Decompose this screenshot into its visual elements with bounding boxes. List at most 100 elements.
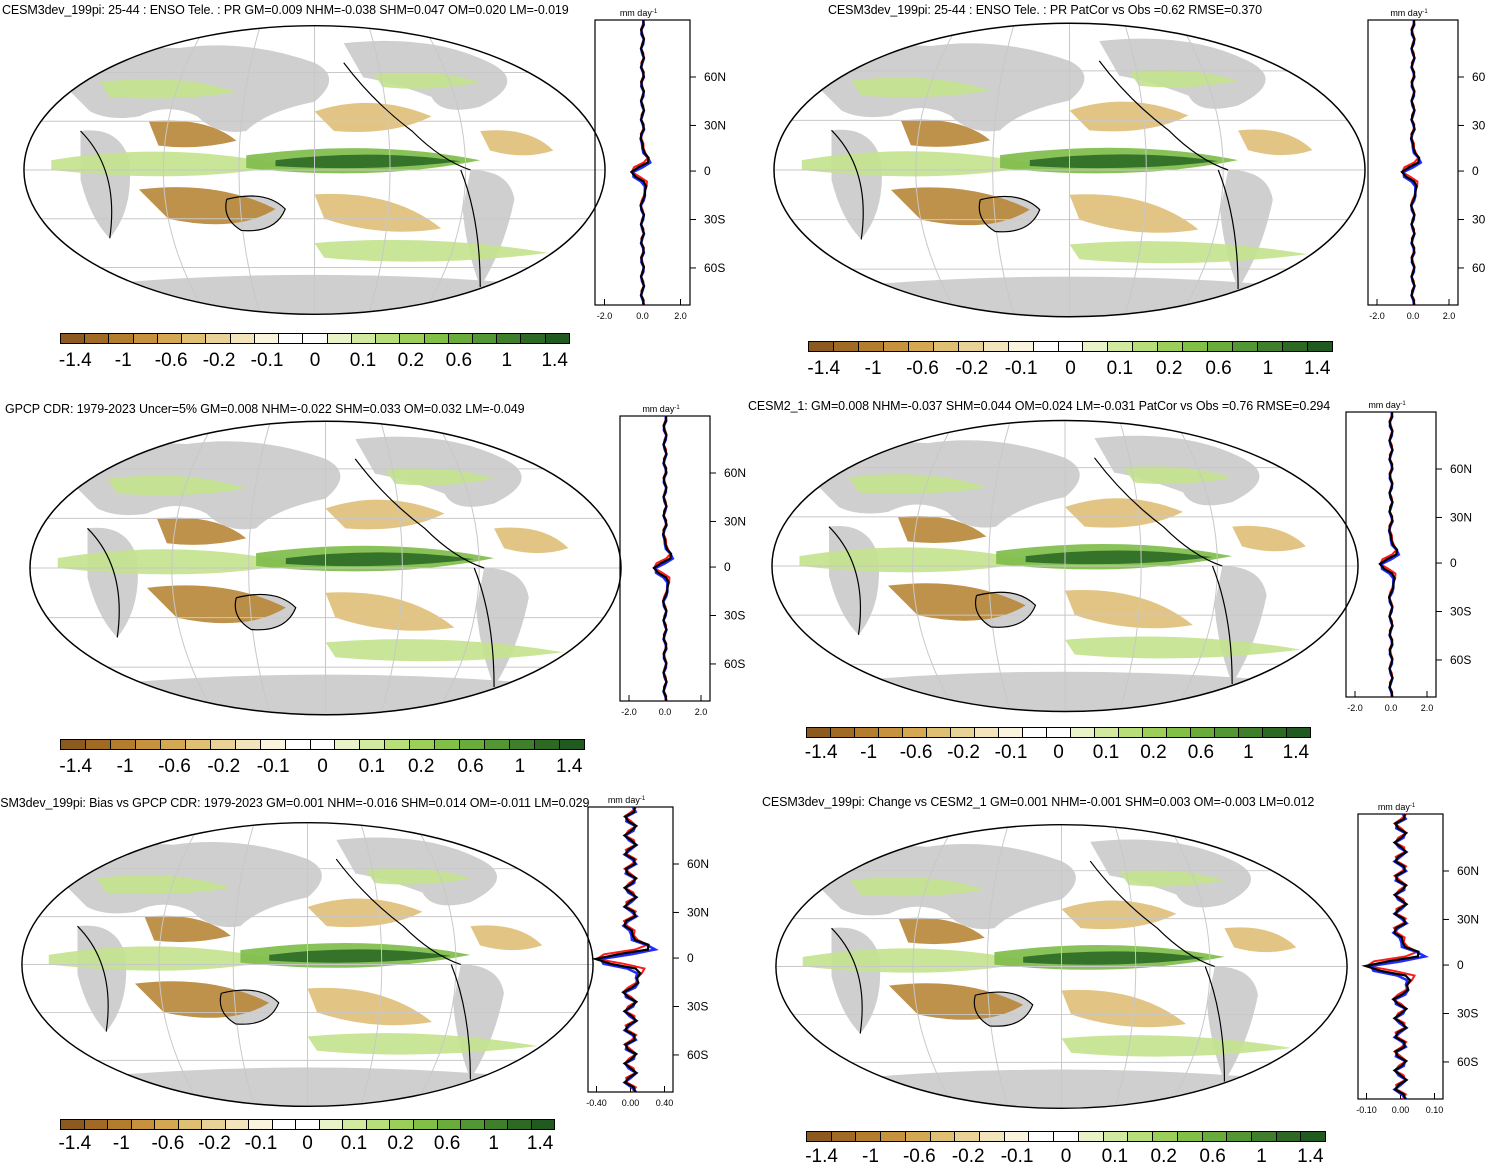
colorbar-swatch xyxy=(856,1132,882,1141)
zonal-lat-label: 60 xyxy=(1472,261,1486,275)
colorbar-swatch xyxy=(1004,1132,1030,1141)
colorbar-swatch xyxy=(1308,342,1333,351)
map-border xyxy=(771,419,1359,713)
colorbar-swatch xyxy=(254,334,280,343)
anomaly-region xyxy=(1238,129,1313,156)
colorbar-swatch xyxy=(131,1120,156,1129)
anomaly-region xyxy=(325,499,445,530)
colorbar xyxy=(806,727,1311,738)
anomaly-region xyxy=(1025,550,1213,565)
zonal-unit-label: mm day-1 xyxy=(608,795,646,805)
colorbar-tick-label: 0.2 xyxy=(407,756,435,777)
colorbar-swatch xyxy=(905,1132,931,1141)
anomaly-region xyxy=(285,552,475,567)
zonal-x-tick: 2.0 xyxy=(1443,311,1456,321)
colorbar-swatch xyxy=(385,740,411,749)
zonal-black-line xyxy=(1378,411,1399,698)
zonal-lat-label: 0 xyxy=(1450,556,1457,570)
zonal-x-tick: -2.0 xyxy=(1369,311,1385,321)
colorbar-tick-label: -0.1 xyxy=(994,742,1028,763)
colorbar-swatch xyxy=(958,342,984,351)
zonal-x-tick: -2.0 xyxy=(597,311,613,321)
zonal-x-tick: -0.40 xyxy=(586,1098,607,1108)
colorbar-tick-label: -1 xyxy=(112,1133,130,1154)
colorbar-tick-label: -0.6 xyxy=(151,1133,185,1154)
colorbar-swatch xyxy=(858,342,884,351)
colorbar-tick-label: -1.4 xyxy=(805,1146,838,1167)
global-map xyxy=(29,420,622,716)
zonal-lat-label: 60S xyxy=(687,1048,708,1062)
colorbar-swatch xyxy=(1095,728,1119,737)
anomaly-region xyxy=(1069,101,1189,132)
colorbar-swatch xyxy=(1008,342,1034,351)
zonal-lat-label: 30S xyxy=(1450,605,1471,619)
colorbar-swatch xyxy=(1103,1132,1129,1141)
zonal-x-tick: 0.0 xyxy=(1407,311,1420,321)
colorbar xyxy=(806,1131,1326,1142)
colorbar-swatch xyxy=(1029,1132,1055,1141)
colorbar-swatch xyxy=(410,740,436,749)
anomaly-region xyxy=(307,987,433,1026)
anomaly-region xyxy=(494,527,569,554)
colorbar-swatch xyxy=(497,334,522,343)
zonal-lat-label: 0 xyxy=(704,164,711,178)
zonal-x-tick: 2.0 xyxy=(695,707,708,717)
colorbar-swatch xyxy=(1177,1132,1203,1141)
longitude-line xyxy=(1166,824,1211,1109)
colorbar-tick-label: -0.1 xyxy=(250,350,284,371)
zonal-black-line xyxy=(629,19,650,306)
anomaly-region xyxy=(851,77,991,98)
zonal-lat-label: 0 xyxy=(724,560,731,574)
colorbar-swatch xyxy=(390,1120,414,1129)
colorbar-swatch xyxy=(1183,342,1209,351)
zonal-unit-label: mm day-1 xyxy=(620,8,658,18)
colorbar-tick-label: 1 xyxy=(1256,1146,1267,1167)
colorbar-tick-label: -1.4 xyxy=(807,358,841,379)
zonal-lat-label: 30 xyxy=(1472,213,1486,227)
longitude-line xyxy=(359,822,383,1107)
coastline xyxy=(87,458,495,688)
zonal-lat-label: 30N xyxy=(704,118,726,132)
zonal-x-tick: 0.00 xyxy=(1392,1105,1410,1115)
colorbar-swatch xyxy=(1227,1132,1252,1141)
colorbar-swatch xyxy=(999,728,1023,737)
colorbar-tick-label: 1.4 xyxy=(1297,1146,1324,1167)
zonal-red-line xyxy=(1364,813,1420,1100)
anomaly-region xyxy=(897,516,987,544)
anomaly-region xyxy=(325,592,455,631)
colorbar-tick-label: -0.2 xyxy=(951,1146,985,1167)
colorbar-swatch xyxy=(1263,728,1287,737)
colorbar-tick-label: 1.4 xyxy=(556,756,583,777)
zonal-lat-label: 60N xyxy=(1450,462,1472,476)
colorbar-swatch xyxy=(1251,1132,1277,1141)
colorbar-swatch xyxy=(235,740,261,749)
colorbar-tick-label: -1.4 xyxy=(58,1133,92,1154)
colorbar-tick-label: 0.1 xyxy=(1101,1146,1129,1167)
coastline xyxy=(77,858,471,1080)
colorbar-tick-label: 0.6 xyxy=(1199,1146,1226,1167)
colorbar-swatch xyxy=(1133,342,1159,351)
colorbar-swatch xyxy=(110,740,136,749)
zonal-red-line xyxy=(594,806,650,1093)
zonal-lat-label: 60S xyxy=(704,261,725,275)
zonal-lat-label: 30N xyxy=(687,905,709,919)
colorbar-swatch xyxy=(206,334,231,343)
anomaly-region xyxy=(314,102,432,132)
zonal-black-line xyxy=(591,806,650,1093)
colorbar-tick-label: 0.1 xyxy=(1092,742,1120,763)
anomaly-region xyxy=(898,917,985,945)
colorbar-swatch xyxy=(807,1132,832,1141)
colorbar-tick-label: -0.1 xyxy=(244,1133,278,1154)
colorbar xyxy=(808,341,1333,352)
colorbar-swatch xyxy=(133,334,158,343)
colorbar-tick-label: -0.1 xyxy=(256,756,290,777)
anomaly-region xyxy=(156,517,247,545)
colorbar-swatch xyxy=(437,1120,462,1129)
zonal-lat-label: 60S xyxy=(1457,1055,1478,1069)
anomaly-region xyxy=(1224,927,1297,953)
coastline xyxy=(80,62,481,288)
colorbar-swatch xyxy=(182,334,207,343)
longitude-line xyxy=(912,420,958,712)
colorbar-swatch xyxy=(1276,1132,1302,1141)
colorbar-swatch xyxy=(560,740,585,749)
